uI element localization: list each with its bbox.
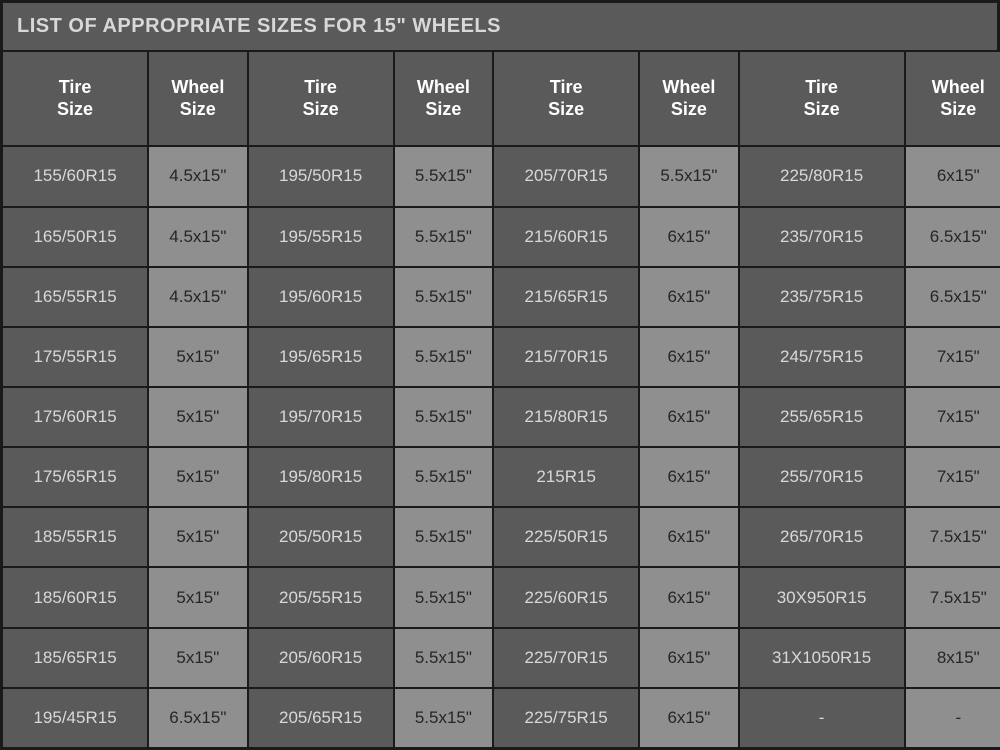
wheel-size-cell: 6x15" — [640, 568, 737, 626]
col-header-wheel-size: WheelSize — [640, 52, 737, 145]
wheel-size-cell: 7x15" — [906, 448, 1000, 506]
wheel-size-cell: 6x15" — [640, 448, 737, 506]
tire-size-cell: 175/65R15 — [3, 448, 147, 506]
wheel-size-cell: 6.5x15" — [906, 268, 1000, 326]
wheel-size-cell: 7.5x15" — [906, 568, 1000, 626]
table-grid: TireSizeWheelSizeTireSizeWheelSizeTireSi… — [3, 50, 997, 747]
wheel-size-cell: 5.5x15" — [395, 448, 492, 506]
tire-size-cell: 215/60R15 — [494, 208, 638, 266]
tire-size-cell: 215R15 — [494, 448, 638, 506]
tire-size-cell: 255/65R15 — [740, 388, 904, 446]
tire-size-cell: 235/70R15 — [740, 208, 904, 266]
tire-size-cell: 215/70R15 — [494, 328, 638, 386]
col-header-tire-size: TireSize — [740, 52, 904, 145]
wheel-size-cell: 5.5x15" — [395, 328, 492, 386]
wheel-size-cell: 5x15" — [149, 629, 246, 687]
tire-size-cell: 205/60R15 — [249, 629, 393, 687]
tire-size-cell: 195/70R15 — [249, 388, 393, 446]
tire-size-table: LIST OF APPROPRIATE SIZES FOR 15" WHEELS… — [0, 0, 1000, 750]
wheel-size-cell: 6x15" — [640, 508, 737, 566]
tire-size-cell: 225/50R15 — [494, 508, 638, 566]
tire-size-cell: 205/50R15 — [249, 508, 393, 566]
wheel-size-cell: 6x15" — [640, 268, 737, 326]
wheel-size-cell: 5x15" — [149, 388, 246, 446]
tire-size-cell: 195/55R15 — [249, 208, 393, 266]
col-header-wheel-size: WheelSize — [395, 52, 492, 145]
tire-size-cell: - — [740, 689, 904, 747]
wheel-size-cell: 6x15" — [640, 208, 737, 266]
tire-size-cell: 205/65R15 — [249, 689, 393, 747]
tire-size-cell: 185/60R15 — [3, 568, 147, 626]
wheel-size-cell: 6x15" — [640, 328, 737, 386]
wheel-size-cell: 5.5x15" — [395, 268, 492, 326]
tire-size-cell: 175/60R15 — [3, 388, 147, 446]
wheel-size-cell: 5.5x15" — [640, 147, 737, 205]
tire-size-cell: 185/55R15 — [3, 508, 147, 566]
wheel-size-cell: 5.5x15" — [395, 568, 492, 626]
tire-size-cell: 225/70R15 — [494, 629, 638, 687]
wheel-size-cell: 5.5x15" — [395, 689, 492, 747]
wheel-size-cell: 5.5x15" — [395, 208, 492, 266]
tire-size-cell: 195/45R15 — [3, 689, 147, 747]
tire-size-cell: 195/65R15 — [249, 328, 393, 386]
tire-size-cell: 195/80R15 — [249, 448, 393, 506]
wheel-size-cell: 6x15" — [640, 629, 737, 687]
tire-size-cell: 155/60R15 — [3, 147, 147, 205]
col-header-tire-size: TireSize — [3, 52, 147, 145]
tire-size-cell: 225/80R15 — [740, 147, 904, 205]
wheel-size-cell: - — [906, 689, 1000, 747]
tire-size-cell: 235/75R15 — [740, 268, 904, 326]
wheel-size-cell: 5x15" — [149, 508, 246, 566]
wheel-size-cell: 6x15" — [640, 689, 737, 747]
tire-size-cell: 225/60R15 — [494, 568, 638, 626]
wheel-size-cell: 4.5x15" — [149, 147, 246, 205]
wheel-size-cell: 7.5x15" — [906, 508, 1000, 566]
wheel-size-cell: 5x15" — [149, 448, 246, 506]
wheel-size-cell: 6x15" — [906, 147, 1000, 205]
wheel-size-cell: 4.5x15" — [149, 268, 246, 326]
tire-size-cell: 245/75R15 — [740, 328, 904, 386]
tire-size-cell: 265/70R15 — [740, 508, 904, 566]
tire-size-cell: 165/55R15 — [3, 268, 147, 326]
col-header-wheel-size: WheelSize — [149, 52, 246, 145]
tire-size-cell: 31X1050R15 — [740, 629, 904, 687]
tire-size-cell: 30X950R15 — [740, 568, 904, 626]
tire-size-cell: 175/55R15 — [3, 328, 147, 386]
wheel-size-cell: 5.5x15" — [395, 147, 492, 205]
tire-size-cell: 225/75R15 — [494, 689, 638, 747]
tire-size-cell: 215/80R15 — [494, 388, 638, 446]
wheel-size-cell: 5x15" — [149, 568, 246, 626]
wheel-size-cell: 7x15" — [906, 328, 1000, 386]
tire-size-cell: 205/70R15 — [494, 147, 638, 205]
wheel-size-cell: 5.5x15" — [395, 388, 492, 446]
tire-size-cell: 195/60R15 — [249, 268, 393, 326]
wheel-size-cell: 4.5x15" — [149, 208, 246, 266]
wheel-size-cell: 6.5x15" — [149, 689, 246, 747]
wheel-size-cell: 5.5x15" — [395, 508, 492, 566]
wheel-size-cell: 6x15" — [640, 388, 737, 446]
table-title: LIST OF APPROPRIATE SIZES FOR 15" WHEELS — [3, 3, 997, 50]
tire-size-cell: 255/70R15 — [740, 448, 904, 506]
tire-size-cell: 205/55R15 — [249, 568, 393, 626]
col-header-wheel-size: WheelSize — [906, 52, 1000, 145]
col-header-tire-size: TireSize — [249, 52, 393, 145]
tire-size-cell: 195/50R15 — [249, 147, 393, 205]
wheel-size-cell: 6.5x15" — [906, 208, 1000, 266]
wheel-size-cell: 8x15" — [906, 629, 1000, 687]
wheel-size-cell: 5x15" — [149, 328, 246, 386]
tire-size-cell: 185/65R15 — [3, 629, 147, 687]
col-header-tire-size: TireSize — [494, 52, 638, 145]
wheel-size-cell: 7x15" — [906, 388, 1000, 446]
wheel-size-cell: 5.5x15" — [395, 629, 492, 687]
tire-size-cell: 215/65R15 — [494, 268, 638, 326]
tire-size-cell: 165/50R15 — [3, 208, 147, 266]
